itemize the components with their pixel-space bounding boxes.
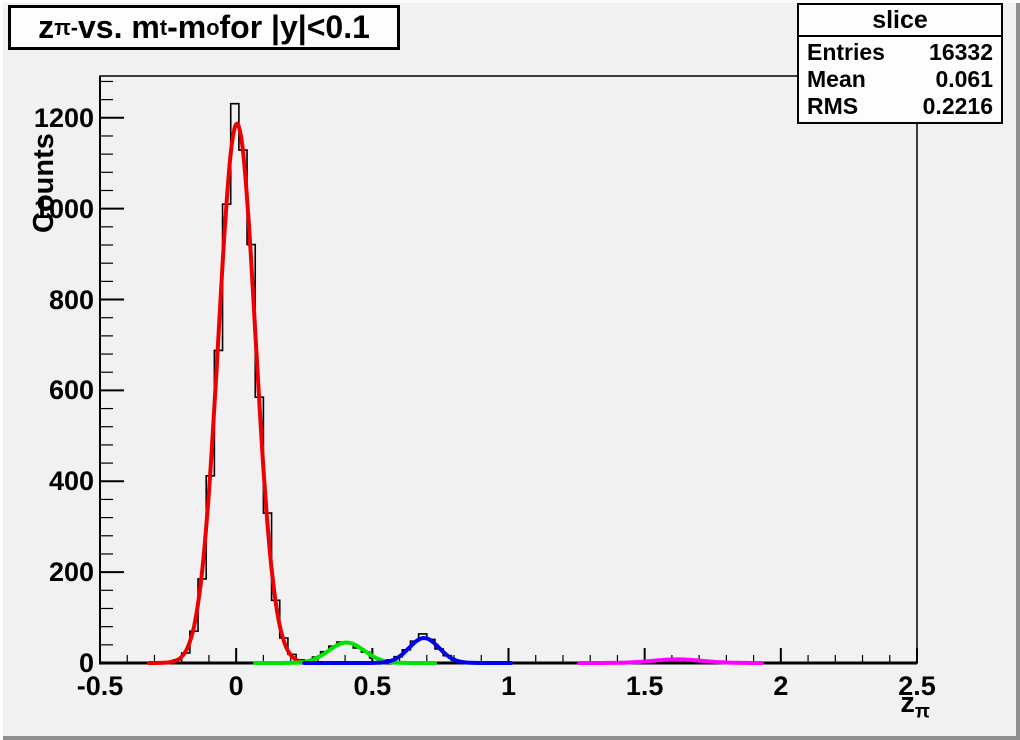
peak1-gaussian-curve [147,121,309,665]
plot-title-subscript: t [159,14,168,40]
stats-value: 0.061 [935,66,993,92]
y-tick-label: 1000 [33,193,94,224]
plot-title-text: vs. m [78,9,160,45]
plot-title-text: for |y|<0.1 [219,9,370,45]
y-tick-label: 400 [48,466,94,497]
x-tick-label: 1 [500,671,517,701]
stats-label: RMS [807,93,859,119]
x-tick-label: 0 [228,671,244,701]
stats-row-rms: RMS 0.2216 [807,93,993,120]
x-tick-label: 0.5 [353,671,392,701]
stats-box-title: slice [799,5,1001,37]
x-tick-label: 2.5 [898,671,936,701]
peak2-gaussian-curve [253,640,437,665]
stats-value: 16332 [929,39,993,65]
stats-row-entries: Entries 16332 [807,39,993,66]
x-tick-label: 2 [773,671,789,701]
y-tick-label: 0 [78,648,94,678]
stats-label: Entries [807,39,885,65]
x-axis-title: zπ [820,687,930,724]
plot-title-text: -m [167,9,207,45]
x-tick-label: -0.5 [76,671,124,701]
plot-frame [99,75,918,664]
y-axis-title: Counts [28,133,60,233]
stats-row-mean: Mean 0.061 [807,66,993,93]
stats-box: slice Entries 16332 Mean 0.061 RMS 0.221… [797,3,1003,124]
y-tick-label: 800 [48,284,94,315]
x-axis-title-subscript: π [914,700,930,723]
x-axis-title-text: z [900,687,915,719]
plot-title-subscript: π- [54,14,78,40]
stats-label: Mean [807,66,866,92]
plot-title-text: z [38,9,55,45]
histogram-outline [100,102,917,664]
x-tick-label: 1.5 [625,671,664,701]
plot-title-box: z π- vs. m t -m o for |y|<0.1 [8,5,400,50]
plot-title-subscript: o [206,14,220,40]
y-tick-label: 200 [48,557,94,588]
y-tick-label: 1200 [33,102,94,133]
stats-value: 0.2216 [922,93,993,119]
y-tick-label: 600 [48,375,94,406]
peak3-gaussian-curve [302,636,514,665]
peak4-gaussian-curve [577,657,764,665]
stats-rows: Entries 16332 Mean 0.061 RMS 0.2216 [799,37,1001,122]
